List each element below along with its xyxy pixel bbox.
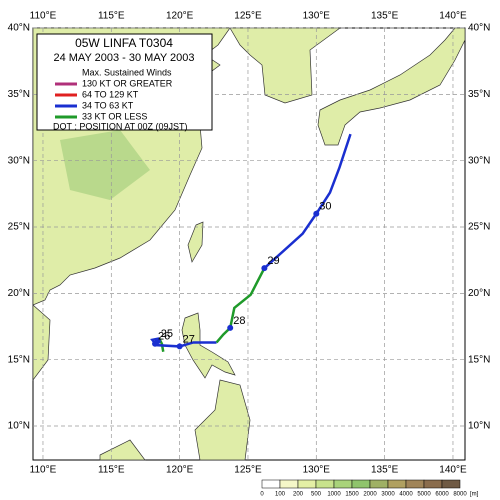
position-dot — [313, 210, 320, 217]
lon-label: 110°E — [30, 11, 57, 22]
lon-label: 115°E — [98, 11, 125, 22]
colorbar-box — [351, 479, 371, 489]
land-korea — [229, 27, 342, 104]
legend-period: 24 MAY 2003 - 30 MAY 2003 — [53, 52, 194, 64]
colorbar-box — [423, 479, 443, 489]
legend-label: 33 KT OR LESS — [82, 111, 147, 121]
lat-label: 15°N — [8, 354, 30, 365]
lat-label: 10°N — [468, 421, 490, 432]
lat-label: 40°N — [8, 23, 30, 34]
colorbar-label: 5000 — [417, 492, 431, 498]
colorbar-box — [387, 479, 407, 489]
lat-label: 20°N — [8, 288, 30, 299]
colorbar-box — [279, 479, 299, 489]
colorbar-box — [405, 479, 425, 489]
lat-label: 25°N — [468, 222, 490, 233]
colorbar-label: 8000 — [453, 492, 467, 498]
track-segment — [215, 267, 266, 344]
colorbar-label: 100 — [275, 492, 286, 498]
land-taiwan — [187, 221, 204, 263]
legend-title: 05W LINFA T0304 — [75, 36, 173, 50]
land-mindanao — [194, 379, 251, 461]
lat-label: 40°N — [468, 23, 490, 34]
colorbar-box — [441, 479, 461, 489]
position-dot — [261, 265, 268, 272]
day-label: 28 — [233, 315, 245, 327]
lat-label: 35°N — [8, 89, 30, 100]
colorbar-label: 500 — [311, 492, 322, 498]
legend-label: 130 KT OR GREATER — [82, 78, 173, 88]
day-label: 30 — [319, 201, 331, 213]
legend-box — [36, 33, 213, 131]
position-dot — [176, 343, 183, 350]
lon-label: 140°E — [439, 465, 467, 476]
lon-label: 120°E — [166, 465, 194, 476]
lon-label: 115°E — [98, 465, 125, 476]
colorbar-label: 6000 — [435, 492, 449, 498]
position-dot — [152, 340, 159, 347]
colorbar-label: 3000 — [381, 492, 395, 498]
track-segment — [150, 337, 217, 348]
lat-label: 15°N — [468, 354, 490, 365]
lon-label: 110°E — [30, 465, 57, 476]
colorbar-label: 0 — [260, 492, 264, 498]
lon-label: 140°E — [439, 11, 467, 22]
colorbar-box — [261, 479, 281, 489]
legend-label: 34 TO 63 KT — [82, 100, 134, 110]
day-label: 27 — [183, 333, 195, 345]
lon-label: 125°E — [234, 465, 262, 476]
colorbar-label: 4000 — [399, 492, 413, 498]
legend-note: DOT : POSITION AT 00Z (09JST) — [53, 121, 188, 131]
land-shade — [60, 130, 150, 200]
land-japan — [317, 27, 466, 146]
lat-label: 35°N — [468, 89, 490, 100]
colorbar: 0 100 200 500 1000 1500 2000 3000 4000 5000 6000 80… — [260, 479, 479, 498]
colorbar-label: 1000 — [327, 492, 341, 498]
colorbar-label: 200 — [293, 492, 304, 498]
colorbar-box — [333, 479, 353, 489]
lat-label: 20°N — [468, 288, 490, 299]
position-dot — [227, 324, 234, 331]
lat-label: 30°N — [8, 155, 30, 166]
day-label: 26 — [158, 331, 170, 343]
colorbar-box — [315, 479, 335, 489]
day-label: 25 — [161, 328, 173, 340]
colorbar-label: 2000 — [363, 492, 377, 498]
colorbar-box — [369, 479, 389, 489]
lat-label: 25°N — [8, 222, 30, 233]
colorbar-box — [297, 479, 317, 489]
colorbar-unit: [m] — [470, 492, 479, 498]
legend-heading: Max. Sustained Winds — [82, 67, 172, 77]
lon-label: 135°E — [371, 465, 399, 476]
lon-label: 130°E — [303, 11, 331, 22]
day-label: 29 — [267, 255, 279, 267]
lat-label: 30°N — [468, 155, 490, 166]
colorbar-label: 1500 — [345, 492, 359, 498]
lon-label: 135°E — [371, 11, 399, 22]
land-luzon — [181, 312, 236, 379]
legend-label: 64 TO 129 KT — [82, 89, 139, 99]
lon-label: 120°E — [166, 11, 194, 22]
lat-label: 10°N — [8, 421, 30, 432]
lon-label: 130°E — [303, 465, 331, 476]
lon-label: 125°E — [234, 11, 262, 22]
